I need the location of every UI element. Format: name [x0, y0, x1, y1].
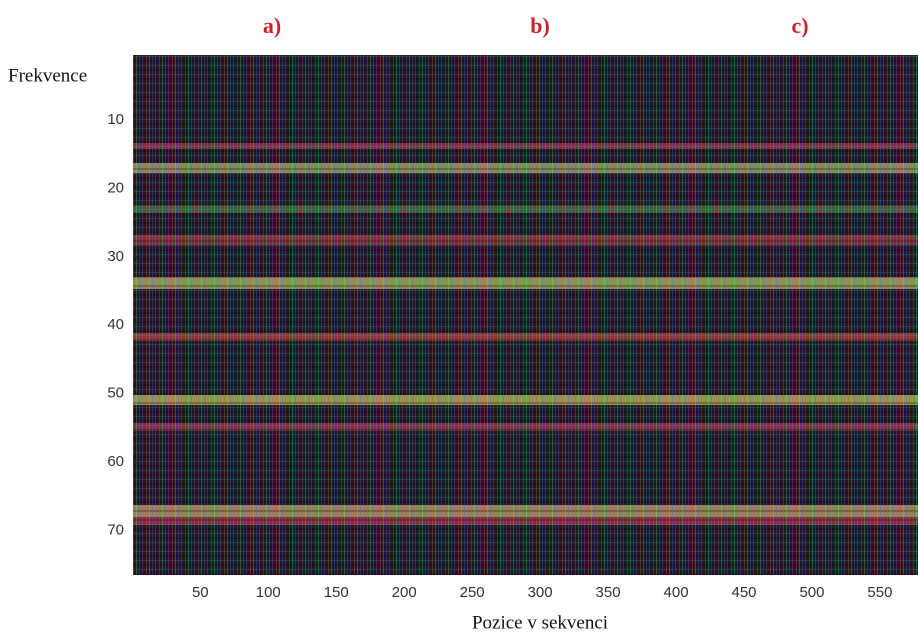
x-tick-label: 150 [324, 584, 349, 601]
x-tick-label: 100 [256, 584, 281, 601]
x-tick-label: 250 [460, 584, 485, 601]
heatmap-image [133, 55, 918, 575]
x-tick-label: 550 [867, 584, 892, 601]
x-tick-label: 350 [596, 584, 621, 601]
panel-label: b) [530, 13, 550, 38]
y-tick-label: 10 [107, 111, 124, 128]
x-tick-label: 450 [731, 584, 756, 601]
x-tick-label: 200 [392, 584, 417, 601]
x-tick-label: 500 [799, 584, 824, 601]
y-tick-label: 40 [107, 316, 124, 333]
y-tick-label: 30 [107, 248, 124, 265]
x-tick-label: 400 [664, 584, 689, 601]
y-axis-label: Frekvence [8, 65, 87, 86]
y-tick-label: 60 [107, 453, 124, 470]
panel-label: a) [263, 13, 281, 38]
y-tick-label: 70 [107, 521, 124, 538]
x-tick-label: 300 [528, 584, 553, 601]
y-tick-label: 50 [107, 385, 124, 402]
x-tick-label: 50 [192, 584, 209, 601]
x-axis-label: Pozice v sekvenci [472, 612, 608, 633]
y-tick-label: 20 [107, 179, 124, 196]
panel-label: c) [791, 13, 808, 38]
